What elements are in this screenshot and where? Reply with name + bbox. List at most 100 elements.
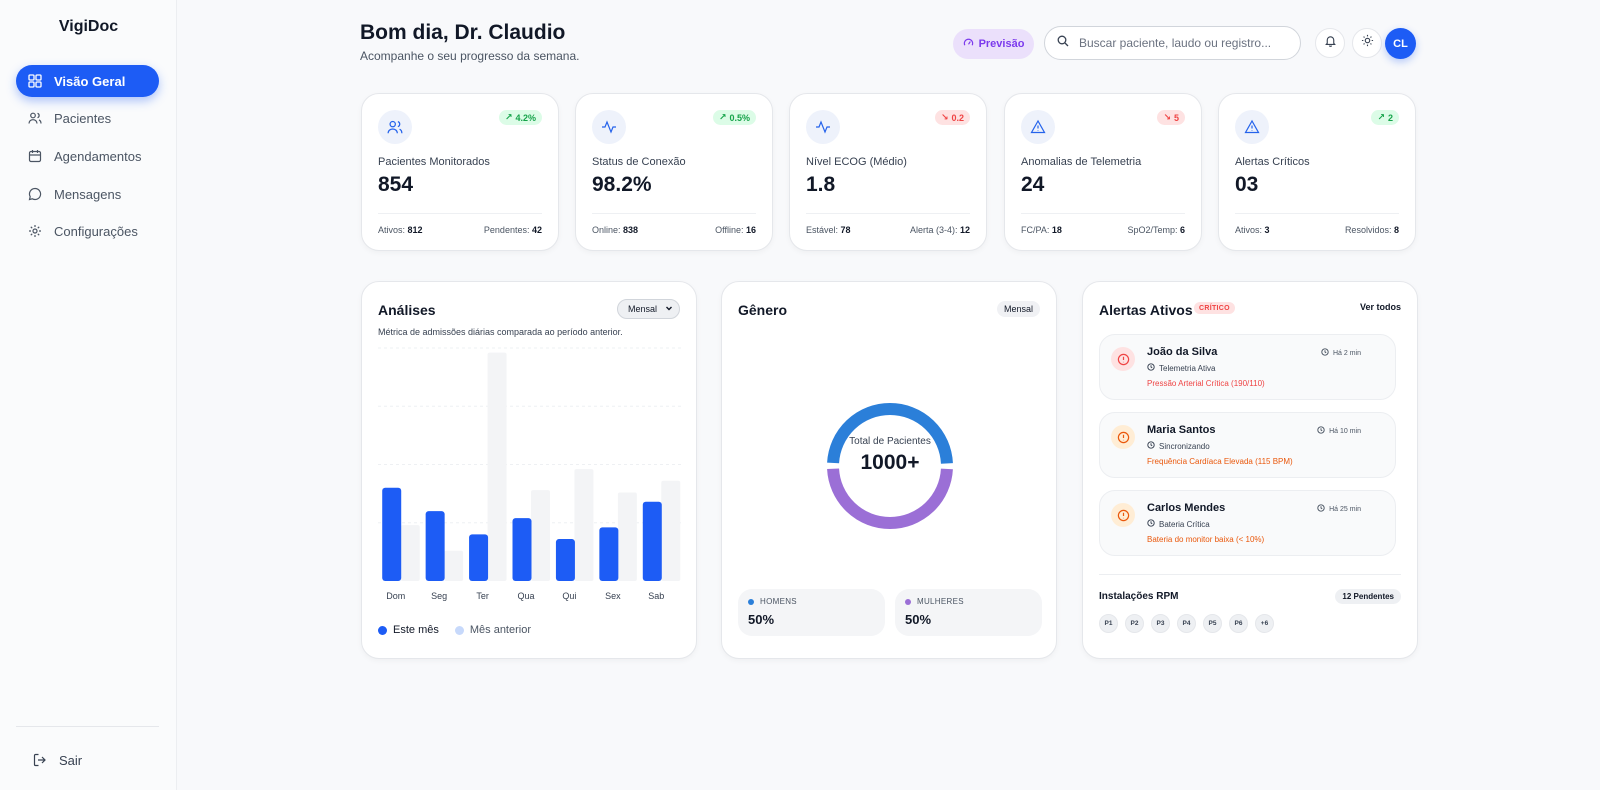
sidebar-item-mensagens[interactable]: Mensagens [16, 178, 159, 210]
search-input[interactable] [1079, 36, 1289, 50]
bar-current-qua[interactable] [512, 518, 532, 581]
rpm-chip[interactable]: P6 [1229, 614, 1248, 633]
bar-previous-qua[interactable] [531, 490, 550, 581]
search-box [1044, 26, 1301, 60]
stat-label: Status de Conexão [592, 156, 686, 168]
donut-segment-men[interactable] [827, 403, 953, 529]
donut-center-value: 1000+ [860, 451, 920, 474]
sidebar-item-configuracoes[interactable]: Configurações [16, 215, 159, 247]
x-tick-label: Sex [605, 591, 621, 601]
sun-icon [1361, 34, 1374, 52]
men-percentage: 50% [748, 612, 775, 627]
analysis-card: Análises Mensal Métrica de admissões diá… [361, 281, 697, 659]
clock-icon [1317, 426, 1325, 436]
alert-status: Sincronizando [1147, 441, 1210, 451]
alert-item-joao[interactable]: João da Silva Há 2 min Telemetria Ativa … [1099, 334, 1396, 400]
clock-icon [1321, 348, 1329, 358]
x-tick-label: Sab [648, 591, 664, 601]
trend-badge: ↘ 0.2 [934, 110, 970, 125]
bar-previous-seg[interactable] [444, 550, 464, 581]
stat-footer: Estável: 78 Alerta (3-4): 12 [806, 225, 970, 235]
sidebar-item-agendamentos[interactable]: Agendamentos [16, 140, 159, 172]
bar-previous-dom[interactable] [400, 525, 420, 581]
legend-item-previous[interactable]: Mês anterior [454, 624, 531, 636]
bar-current-qui[interactable] [555, 539, 575, 581]
trend-down-icon: ↘ [1163, 112, 1171, 122]
analysis-description: Métrica de admissões diárias comparada a… [378, 327, 623, 337]
rpm-chip[interactable]: P1 [1099, 614, 1118, 633]
users-icon [28, 111, 42, 125]
view-all-link[interactable]: Ver todos [1359, 302, 1401, 312]
message-icon [28, 187, 42, 201]
alert-status: Telemetria Ativa [1147, 363, 1215, 373]
grid-icon [28, 74, 42, 88]
rpm-chip-more[interactable]: +6 [1255, 614, 1274, 633]
notifications-button[interactable] [1315, 28, 1345, 58]
gender-box-women: MULHERES 50% [895, 589, 1042, 636]
clock-icon [1147, 441, 1155, 451]
theme-toggle-button[interactable] [1352, 28, 1382, 58]
rpm-divider [1099, 574, 1401, 575]
warning-icon [1021, 110, 1055, 144]
page-title: Bom dia, Dr. Claudio [360, 21, 566, 44]
alert-item-maria[interactable]: Maria Santos Há 10 min Sincronizando Fre… [1099, 412, 1396, 478]
logout-button[interactable]: Sair [16, 744, 82, 776]
alert-message: Pressão Arterial Crítica (190/110) [1147, 379, 1265, 388]
donut-center-label: Total de Pacientes [849, 436, 931, 447]
legend-item-current[interactable]: Este mês [378, 624, 439, 636]
stat-card-connection: ↗ 0.5% Status de Conexão 98.2% Online: 83… [575, 93, 773, 251]
alert-circle-icon [1111, 425, 1135, 449]
chevron-down-icon [665, 304, 673, 314]
legend-dot [378, 625, 387, 635]
bar-previous-sex[interactable] [617, 492, 637, 581]
trend-down-icon: ↘ [940, 112, 949, 122]
sidebar-item-visao-geral[interactable]: Visão Geral [16, 65, 159, 97]
stat-value: 24 [1021, 173, 1045, 196]
alert-item-carlos[interactable]: Carlos Mendes Há 25 min Bateria Crítica … [1099, 490, 1396, 556]
bar-current-sab[interactable] [642, 501, 662, 581]
stat-label: Nível ECOG (Médio) [806, 156, 907, 168]
bar-current-ter[interactable] [469, 534, 489, 581]
legend-dot [905, 598, 911, 605]
stat-footer: Ativos: 812 Pendentes: 42 [378, 225, 542, 235]
gender-period-badge[interactable]: Mensal [996, 301, 1040, 317]
period-select-value: Mensal [628, 304, 658, 314]
chart-legend: Este mês Mês anterior [378, 624, 531, 636]
donut-segment-women[interactable] [827, 403, 953, 529]
stat-label: Pacientes Monitorados [378, 156, 490, 168]
trend-up-icon: ↗ [1377, 112, 1385, 122]
sidebar-item-label: Mensagens [54, 186, 122, 202]
stat-value: 98.2% [592, 173, 652, 196]
rpm-chip[interactable]: P2 [1125, 614, 1144, 633]
critical-badge: CRÍTICO [1194, 302, 1235, 314]
bar-current-seg[interactable] [425, 511, 445, 581]
trend-badge: ↘ 5 [1157, 110, 1185, 125]
x-tick-label: Dom [386, 591, 405, 601]
alert-time: Há 10 min [1317, 426, 1361, 436]
forecast-button[interactable]: Previsão [953, 29, 1034, 59]
donut-center: Total de Pacientes 1000+ [820, 436, 960, 475]
clock-icon [1317, 504, 1325, 514]
period-select[interactable]: Mensal [617, 299, 680, 319]
card-divider [378, 213, 542, 214]
bar-previous-sab[interactable] [661, 480, 681, 581]
alert-circle-icon [1111, 347, 1135, 371]
alert-patient-name: Carlos Mendes [1147, 502, 1226, 514]
stat-footer: Ativos: 3 Resolvidos: 8 [1235, 225, 1399, 235]
stat-footer: Online: 838 Offline: 16 [592, 225, 756, 235]
rpm-chip[interactable]: P4 [1177, 614, 1196, 633]
bar-previous-qui[interactable] [574, 469, 594, 581]
avatar[interactable]: CL [1385, 28, 1416, 59]
card-divider [1235, 213, 1399, 214]
rpm-chip[interactable]: P5 [1203, 614, 1222, 633]
page-subtitle: Acompanhe o seu progresso da semana. [360, 49, 580, 63]
bar-current-sex[interactable] [599, 527, 619, 581]
activity-icon [806, 110, 840, 144]
bar-previous-ter[interactable] [487, 352, 507, 581]
sidebar-item-pacientes[interactable]: Pacientes [16, 102, 159, 134]
rpm-chip[interactable]: P3 [1151, 614, 1170, 633]
bar-current-dom[interactable] [382, 487, 402, 581]
card-divider [806, 213, 970, 214]
rpm-pending-badge: 12 Pendentes [1335, 589, 1401, 604]
legend-dot [454, 625, 464, 635]
